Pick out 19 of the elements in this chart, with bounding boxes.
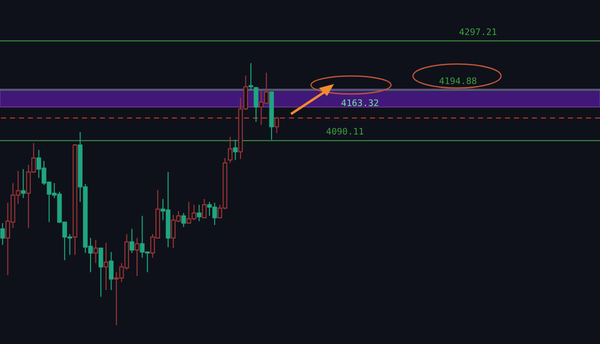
candlestick bbox=[254, 87, 258, 122]
ref-line-label: 4297.21 bbox=[459, 28, 497, 38]
candlestick bbox=[93, 239, 98, 264]
candlestick bbox=[233, 139, 238, 160]
ref-line-label: 4090.11 bbox=[326, 128, 364, 138]
candlestick bbox=[130, 228, 134, 254]
candlestick bbox=[228, 136, 232, 164]
candlestick bbox=[196, 204, 202, 222]
candlestick bbox=[104, 242, 108, 291]
candlestick bbox=[0, 222, 5, 246]
candlestick bbox=[202, 198, 207, 218]
candlestick bbox=[274, 116, 280, 134]
candlestick bbox=[134, 238, 140, 277]
candlestick bbox=[98, 248, 104, 298]
ref-line-label: 4194.88 bbox=[439, 77, 477, 88]
candlestick bbox=[108, 251, 114, 291]
candlestick bbox=[181, 212, 186, 228]
band-label: 4163.32 bbox=[341, 99, 379, 110]
candlestick bbox=[20, 168, 26, 199]
